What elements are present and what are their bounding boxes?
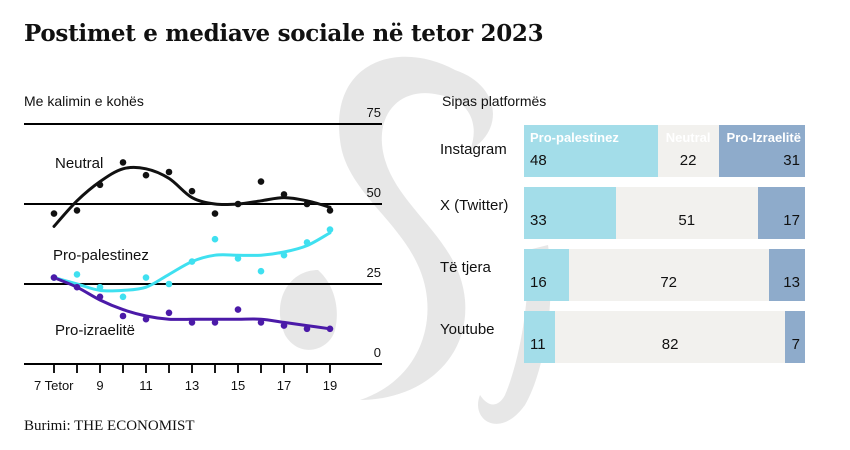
data-point-pro-palestinian <box>119 293 127 301</box>
data-point-pro-palestinian <box>96 283 104 291</box>
data-point-neutral <box>234 200 242 208</box>
data-point-pro-israeli <box>188 319 196 326</box>
source-note: Burimi: THE ECONOMIST <box>24 418 195 434</box>
y-tick-label: 25 <box>367 265 381 280</box>
bar-track: 16 72 13 <box>524 249 805 301</box>
bar-track: 11 82 7 <box>524 311 805 363</box>
bar-track: 48 Pro-palestinez 22 Neutral 31 Pro-Izraelitë <box>524 125 805 177</box>
bar-segment-pro-palestinian: 48 Pro-palestinez <box>524 125 658 177</box>
series-label-pro-israeli: Pro-izraelitë <box>55 322 135 339</box>
x-tick-label: 11 <box>139 378 153 393</box>
bar-value-label: 17 <box>783 212 800 229</box>
data-point-neutral <box>326 207 334 214</box>
data-point-pro-palestinian <box>257 267 265 275</box>
data-point-neutral <box>188 187 196 195</box>
data-point-neutral <box>211 210 219 217</box>
data-point-pro-israeli <box>165 309 173 317</box>
bar-segment-neutral: 51 <box>615 187 758 239</box>
bar-row: Të tjera 16 72 13 <box>440 249 810 301</box>
bar-value-label: 13 <box>783 274 800 291</box>
x-tick-label: 13 <box>185 378 199 393</box>
data-point-pro-palestinian <box>280 251 288 259</box>
bar-segment-pro-palestinian: 16 <box>524 249 569 301</box>
bar-value-label: 11 <box>530 336 546 353</box>
bar-value-label: 82 <box>661 336 679 353</box>
data-point-pro-israeli <box>280 322 288 329</box>
bar-value-label: 51 <box>678 212 696 229</box>
bar-segment-pro-israeli: 31 Pro-Izraelitë <box>718 125 805 177</box>
data-point-neutral <box>257 178 265 185</box>
bar-segment-pro-palestinian: 33 <box>524 187 616 239</box>
bar-segment-pro-israeli: 7 <box>785 311 805 363</box>
data-point-pro-palestinian <box>142 274 150 281</box>
data-point-pro-palestinian <box>234 255 242 262</box>
data-point-neutral <box>50 210 58 217</box>
bar-segment-pro-israeli: 17 <box>757 187 805 239</box>
bar-row: X (Twitter) 33 51 17 <box>440 187 810 239</box>
bar-track: 33 51 17 <box>524 187 805 239</box>
bar-value-label: 48 <box>530 152 547 169</box>
bar-chart-title: Sipas platformës <box>442 93 547 109</box>
bar-segment-neutral: 22 Neutral <box>657 125 719 177</box>
data-point-pro-israeli <box>142 315 150 323</box>
data-point-pro-palestinian <box>73 271 81 278</box>
legend-label-pro-palestinian: Pro-palestinez <box>530 130 619 145</box>
data-point-pro-israeli <box>234 306 242 313</box>
data-point-pro-israeli <box>96 293 104 301</box>
y-tick-label: 0 <box>374 345 381 360</box>
data-point-neutral <box>96 181 104 189</box>
data-point-pro-palestinian <box>326 226 334 233</box>
trend-line-neutral <box>52 165 332 228</box>
data-point-pro-palestinian <box>211 235 219 243</box>
data-point-neutral <box>142 171 150 179</box>
data-point-pro-israeli <box>73 283 81 291</box>
x-tick-label: 7 Tetor <box>34 378 74 393</box>
bar-value-label: 72 <box>660 274 677 291</box>
data-point-neutral <box>303 200 311 208</box>
data-point-pro-israeli <box>50 274 58 281</box>
data-point-pro-israeli <box>257 319 265 326</box>
bar-category-label: X (Twitter) <box>440 197 509 214</box>
y-tick-label: 50 <box>367 185 381 200</box>
data-point-neutral <box>73 207 81 214</box>
bar-row: Instagram 48 Pro-palestinez 22 Neutral 31 Pro-… <box>440 125 810 177</box>
bar-segment-neutral: 82 <box>554 311 786 363</box>
bar-category-label: Youtube <box>440 321 495 338</box>
data-point-pro-palestinian <box>188 258 196 265</box>
data-point-pro-israeli <box>211 319 219 326</box>
x-tick-label: 17 <box>277 378 291 393</box>
bar-value-label: 7 <box>791 336 800 353</box>
bar-segment-neutral: 72 <box>568 249 769 301</box>
line-chart-title: Me kalimin e kohës <box>24 93 144 109</box>
x-tick-label: 19 <box>323 378 337 393</box>
series-label-neutral: Neutral <box>55 155 103 172</box>
bar-row: Youtube 11 82 7 <box>440 311 810 363</box>
data-point-pro-israeli <box>326 325 334 333</box>
data-point-neutral <box>165 168 173 176</box>
data-point-pro-palestinian <box>303 239 311 246</box>
bar-value-label: 31 <box>783 152 800 169</box>
bar-segment-pro-palestinian: 11 <box>524 311 555 363</box>
bar-value-label: 22 <box>679 152 697 169</box>
data-point-neutral <box>119 159 127 166</box>
data-point-pro-israeli <box>119 312 127 320</box>
page-title: Postimet e mediave sociale në tetor 2023 <box>24 20 544 47</box>
bar-value-label: 16 <box>530 274 547 291</box>
data-point-neutral <box>280 191 288 198</box>
bar-segment-pro-israeli: 13 <box>768 249 805 301</box>
data-point-pro-palestinian <box>165 280 173 288</box>
bar-category-label: Instagram <box>440 141 507 158</box>
series-label-pro-palestinian: Pro-palestinez <box>53 247 149 264</box>
bar-category-label: Të tjera <box>440 259 491 276</box>
legend-label-pro-israeli: Pro-Izraelitë <box>726 130 801 145</box>
x-tick-label: 15 <box>231 378 245 393</box>
y-tick-label: 75 <box>367 105 381 120</box>
data-point-pro-israeli <box>303 325 311 333</box>
legend-label-neutral: Neutral <box>665 130 711 145</box>
x-tick-label: 9 <box>96 378 103 393</box>
bar-value-label: 33 <box>530 212 547 229</box>
